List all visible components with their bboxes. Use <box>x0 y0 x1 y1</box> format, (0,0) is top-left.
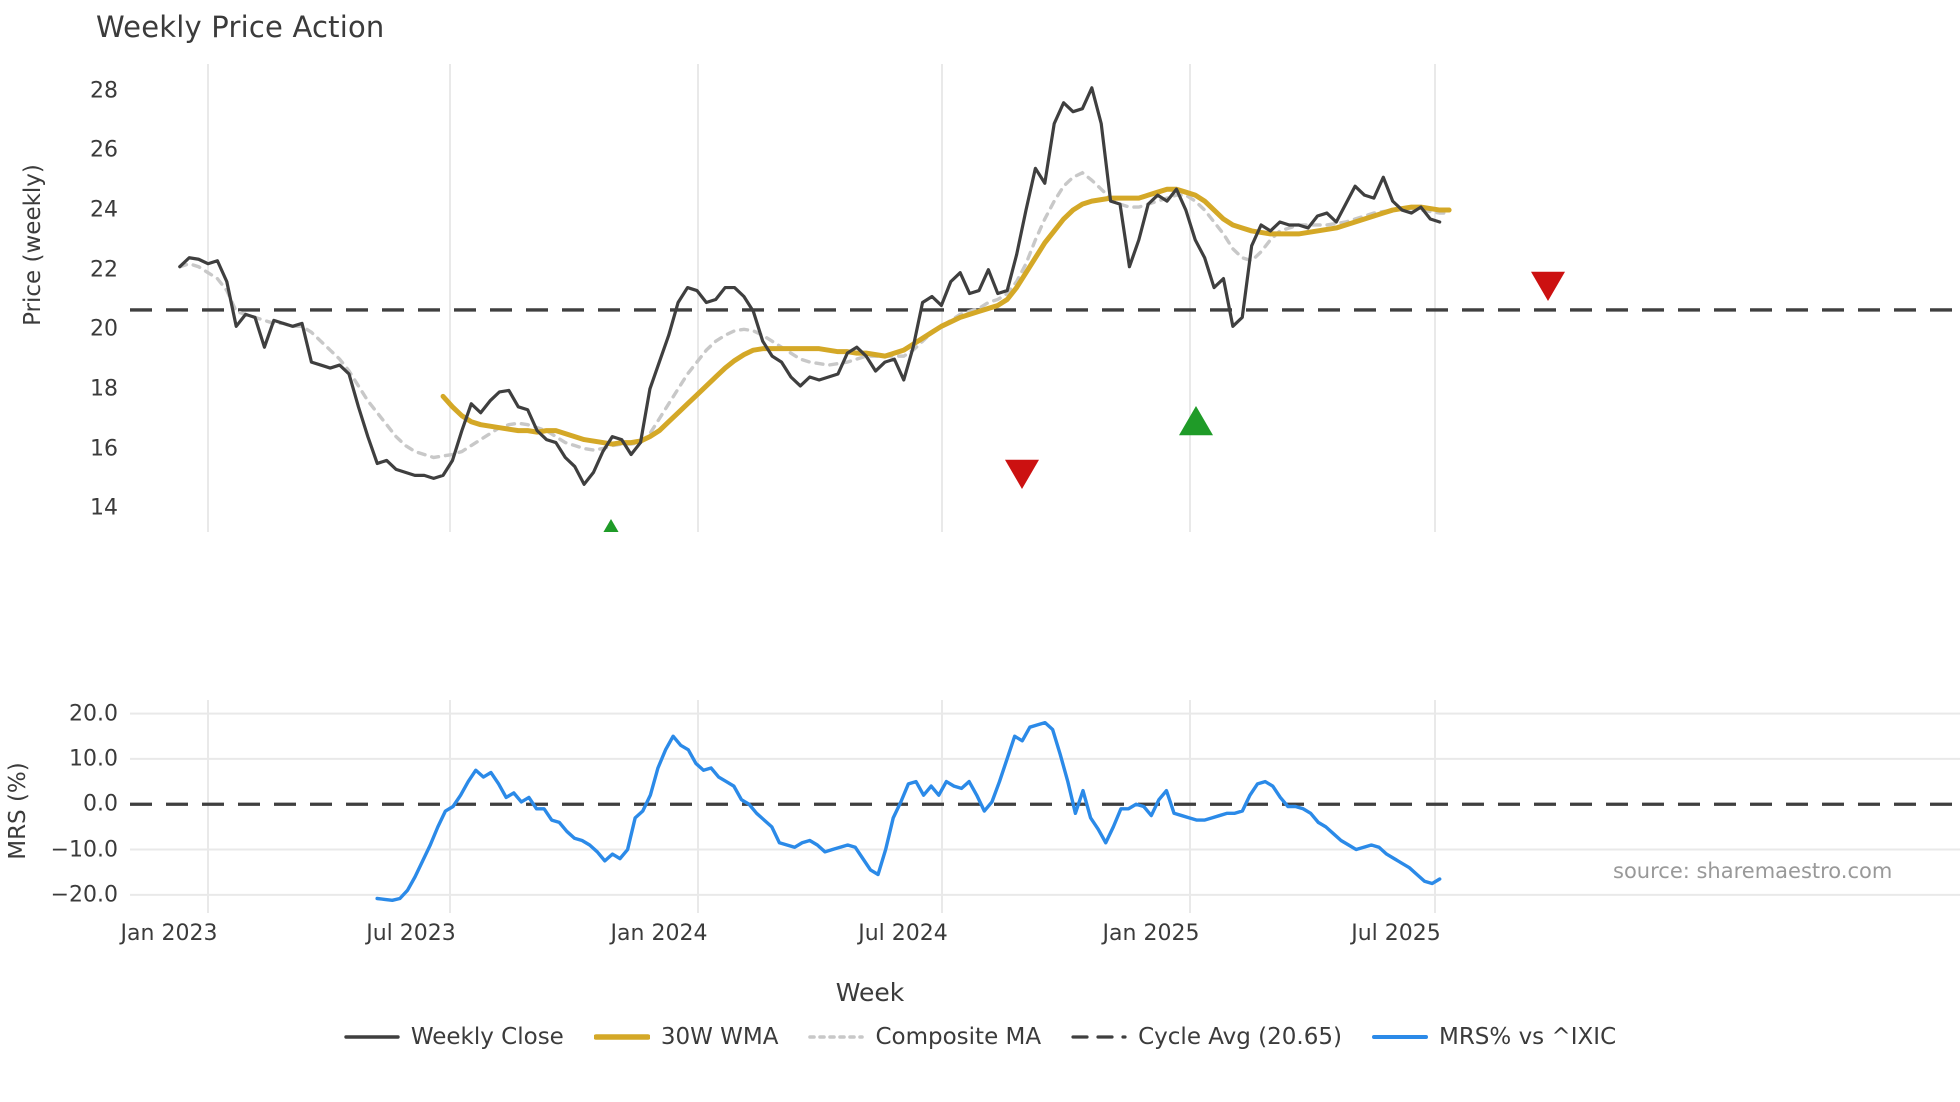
legend-item-3[interactable]: Cycle Avg (20.65) <box>1071 1024 1342 1050</box>
price-y-tick: 14 <box>90 495 118 521</box>
legend-label: 30W WMA <box>660 1024 779 1050</box>
series-mrs-percent <box>375 720 1442 903</box>
legend-item-4[interactable]: MRS% vs ^IXIC <box>1371 1024 1617 1050</box>
legend-label: MRS% vs ^IXIC <box>1438 1024 1617 1050</box>
buy-marker-triangle <box>1179 406 1213 436</box>
mrs-y-tick: −20.0 <box>50 882 118 908</box>
x-tick-1: Jul 2023 <box>366 921 456 946</box>
legend-swatch-icon <box>1071 1028 1127 1046</box>
mrs-plot-svg <box>130 700 1960 913</box>
series-weekly-close <box>178 86 1442 486</box>
price-y-tick: 20 <box>90 316 118 342</box>
chart-legend: Weekly Close 30W WMA Composite MA Cycle Avg… <box>0 1024 1960 1050</box>
series-30w-wma <box>440 186 1452 447</box>
x-tick-3: Jul 2024 <box>858 921 948 946</box>
price-y-tick: 28 <box>90 78 118 104</box>
mrs-y-tick: 20.0 <box>69 701 118 727</box>
chart-title: Weekly Price Action <box>96 10 385 44</box>
mrs-y-tick: 0.0 <box>83 791 118 817</box>
series-composite-ma <box>178 170 1451 460</box>
x-tick-0: Jan 2023 <box>120 921 218 946</box>
price-y-tick: 16 <box>90 436 118 462</box>
price-y-tick: 18 <box>90 376 118 402</box>
mrs-y-tick: −10.0 <box>50 837 118 863</box>
price-panel <box>130 64 1960 532</box>
legend-label: Cycle Avg (20.65) <box>1138 1024 1342 1050</box>
x-tick-2: Jan 2024 <box>610 921 708 946</box>
price-y-tick: 26 <box>90 137 118 163</box>
price-plot-svg <box>130 64 1960 532</box>
legend-label: Composite MA <box>875 1024 1042 1050</box>
legend-swatch-icon <box>344 1028 400 1046</box>
legend-item-0[interactable]: Weekly Close <box>344 1024 564 1050</box>
sell-marker-triangle <box>1531 271 1565 301</box>
x-tick-4: Jan 2025 <box>1102 921 1200 946</box>
price-y-tick-labels: 28 26 24 22 20 18 16 14 <box>0 64 118 532</box>
mrs-panel <box>130 700 1960 913</box>
source-watermark: source: sharemaestro.com <box>1613 859 1893 883</box>
price-y-tick: 22 <box>90 257 118 283</box>
legend-swatch-icon <box>593 1028 650 1046</box>
mrs-y-tick-labels: 20.0 10.0 0.0 −10.0 −20.0 <box>0 700 118 913</box>
legend-swatch-icon <box>1371 1028 1428 1046</box>
legend-label: Weekly Close <box>410 1024 564 1050</box>
legend-swatch-icon <box>808 1028 865 1046</box>
legend-item-1[interactable]: 30W WMA <box>593 1024 779 1050</box>
buy-marker-triangle <box>603 519 619 532</box>
x-axis-label: Week <box>835 978 905 1007</box>
x-tick-5: Jul 2025 <box>1351 921 1441 946</box>
sell-marker-triangle <box>1005 459 1039 489</box>
mrs-y-tick: 10.0 <box>69 746 118 772</box>
price-y-tick: 24 <box>90 197 118 223</box>
legend-item-2[interactable]: Composite MA <box>808 1024 1041 1050</box>
